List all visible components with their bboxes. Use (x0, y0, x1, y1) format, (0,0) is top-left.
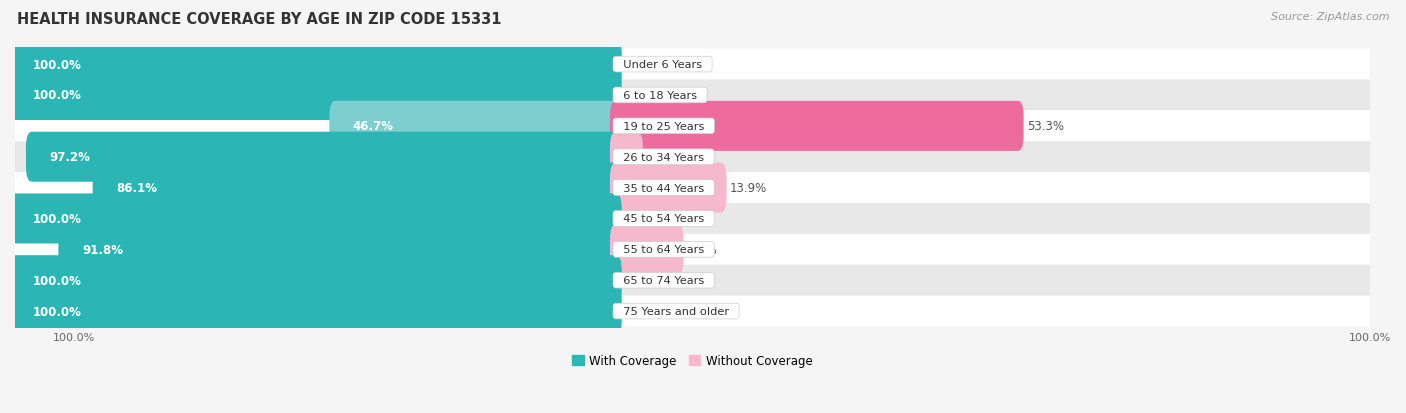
Text: 0.0%: 0.0% (626, 89, 655, 102)
Text: 6 to 18 Years: 6 to 18 Years (616, 91, 704, 101)
Text: 86.1%: 86.1% (117, 182, 157, 195)
FancyBboxPatch shape (8, 256, 621, 306)
FancyBboxPatch shape (8, 40, 621, 90)
FancyBboxPatch shape (8, 71, 621, 121)
Text: 100.0%: 100.0% (32, 274, 82, 287)
Text: 100.0%: 100.0% (32, 59, 82, 71)
Text: 91.8%: 91.8% (82, 243, 122, 256)
FancyBboxPatch shape (15, 234, 1369, 265)
FancyBboxPatch shape (15, 50, 1369, 81)
FancyBboxPatch shape (610, 163, 727, 213)
FancyBboxPatch shape (59, 225, 621, 275)
FancyBboxPatch shape (15, 173, 1369, 204)
Text: 97.2%: 97.2% (49, 151, 90, 164)
Text: 8.2%: 8.2% (688, 243, 717, 256)
Text: 2.8%: 2.8% (647, 151, 676, 164)
Text: 0.0%: 0.0% (626, 59, 655, 71)
Text: 46.7%: 46.7% (353, 120, 394, 133)
Text: Source: ZipAtlas.com: Source: ZipAtlas.com (1271, 12, 1389, 22)
FancyBboxPatch shape (15, 142, 1369, 173)
Text: 65 to 74 Years: 65 to 74 Years (616, 275, 711, 285)
Text: 0.0%: 0.0% (626, 305, 655, 318)
FancyBboxPatch shape (25, 133, 621, 182)
Text: HEALTH INSURANCE COVERAGE BY AGE IN ZIP CODE 15331: HEALTH INSURANCE COVERAGE BY AGE IN ZIP … (17, 12, 502, 27)
FancyBboxPatch shape (610, 225, 683, 275)
Text: 0.0%: 0.0% (626, 212, 655, 225)
FancyBboxPatch shape (15, 111, 1369, 142)
Text: 35 to 44 Years: 35 to 44 Years (616, 183, 711, 193)
Legend: With Coverage, Without Coverage: With Coverage, Without Coverage (572, 354, 813, 367)
Text: 13.9%: 13.9% (730, 182, 768, 195)
FancyBboxPatch shape (8, 286, 621, 336)
Text: 100.0%: 100.0% (32, 305, 82, 318)
FancyBboxPatch shape (15, 204, 1369, 234)
Text: 45 to 54 Years: 45 to 54 Years (616, 214, 711, 224)
Text: 100.0%: 100.0% (32, 89, 82, 102)
Text: 19 to 25 Years: 19 to 25 Years (616, 121, 711, 131)
Text: 100.0%: 100.0% (32, 212, 82, 225)
FancyBboxPatch shape (8, 194, 621, 244)
Text: Under 6 Years: Under 6 Years (616, 60, 709, 70)
FancyBboxPatch shape (15, 81, 1369, 111)
FancyBboxPatch shape (610, 133, 643, 182)
Text: 75 Years and older: 75 Years and older (616, 306, 737, 316)
Text: 53.3%: 53.3% (1028, 120, 1064, 133)
Text: 0.0%: 0.0% (626, 274, 655, 287)
Text: 26 to 34 Years: 26 to 34 Years (616, 152, 711, 162)
FancyBboxPatch shape (15, 265, 1369, 296)
Text: 55 to 64 Years: 55 to 64 Years (616, 245, 711, 255)
FancyBboxPatch shape (610, 102, 1024, 152)
FancyBboxPatch shape (329, 102, 621, 152)
FancyBboxPatch shape (93, 163, 621, 213)
FancyBboxPatch shape (15, 296, 1369, 327)
